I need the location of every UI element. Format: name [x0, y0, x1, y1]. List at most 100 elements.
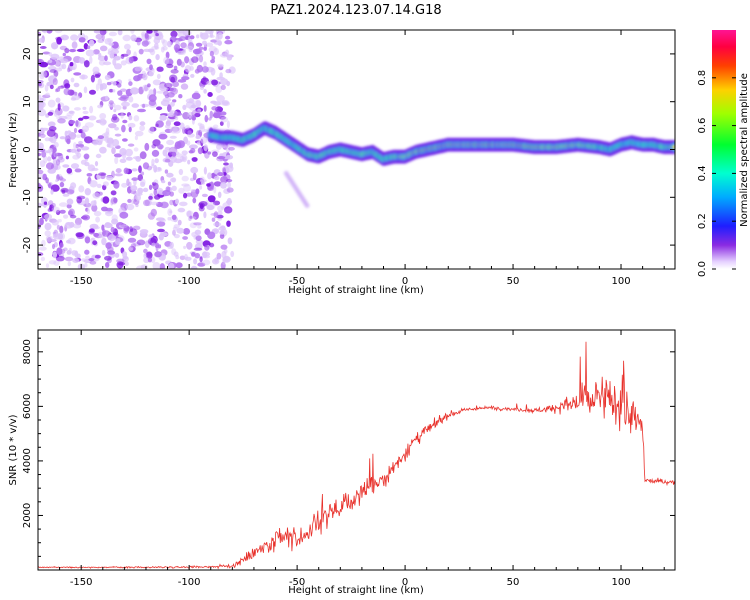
noise-blob: [128, 81, 133, 86]
noise-blob: [230, 250, 235, 258]
noise-blob: [74, 107, 81, 111]
noise-blob: [67, 67, 71, 73]
noise-blob: [211, 56, 216, 61]
noise-blob: [139, 121, 146, 126]
noise-blob: [104, 255, 112, 261]
noise-blob: [112, 89, 116, 93]
noise-blob: [224, 206, 233, 214]
noise-blob: [90, 237, 96, 241]
noise-blob: [50, 53, 60, 60]
noise-blob: [44, 213, 53, 220]
noise-blob: [90, 200, 97, 207]
noise-blob: [64, 115, 73, 120]
noise-blob: [48, 260, 57, 265]
noise-blob: [121, 53, 129, 57]
noise-blob: [141, 40, 149, 47]
noise-blob: [101, 249, 106, 256]
noise-blob: [153, 188, 158, 196]
noise-blob: [201, 66, 209, 73]
noise-blob: [83, 86, 88, 94]
noise-blob: [80, 146, 90, 151]
noise-blob: [81, 129, 87, 133]
noise-blob: [149, 126, 155, 134]
noise-blob: [115, 168, 122, 174]
noise-blob: [213, 47, 220, 56]
noise-blob: [112, 113, 118, 121]
noise-blob: [142, 162, 150, 170]
noise-blob: [199, 185, 203, 190]
noise-blob: [107, 250, 116, 255]
noise-blob: [127, 237, 137, 243]
noise-blob: [54, 112, 58, 117]
noise-blob: [172, 81, 180, 88]
noise-blob: [145, 251, 153, 260]
noise-blob: [187, 130, 192, 135]
noise-blob: [78, 37, 86, 43]
noise-blob: [151, 149, 160, 157]
noise-blob: [181, 156, 186, 161]
noise-blob: [50, 189, 54, 195]
noise-blob: [140, 178, 146, 186]
noise-blob: [184, 45, 194, 50]
noise-blob: [216, 252, 222, 260]
noise-blob: [84, 236, 91, 244]
noise-blob: [114, 173, 123, 177]
noise-blob: [52, 251, 57, 259]
noise-blob: [125, 156, 133, 161]
noise-blob: [84, 122, 94, 128]
noise-blob: [104, 136, 110, 143]
noise-blob: [134, 135, 138, 141]
noise-blob: [136, 265, 145, 269]
noise-blob: [158, 233, 164, 241]
noise-blob: [114, 133, 122, 137]
noise-blob: [179, 255, 186, 261]
noise-blob: [93, 232, 99, 237]
noise-blob: [95, 216, 100, 223]
noise-blob: [61, 189, 66, 194]
noise-blob: [99, 45, 108, 52]
noise-blob: [164, 169, 169, 174]
noise-blob: [54, 30, 63, 34]
noise-blob: [199, 256, 203, 263]
noise-blob: [224, 255, 230, 262]
noise-blob: [117, 261, 126, 266]
noise-blob: [95, 153, 102, 159]
noise-blob: [85, 255, 90, 260]
noise-blob: [39, 61, 49, 68]
noise-blob: [128, 181, 132, 188]
ridge-core: [672, 144, 675, 150]
noise-blob: [152, 262, 161, 269]
spectrogram-xlabel: Height of straight line (km): [288, 285, 424, 296]
noise-blob: [78, 144, 84, 148]
noise-blob: [98, 118, 103, 124]
noise-blob: [71, 135, 76, 140]
noise-blob: [195, 235, 202, 242]
spectrogram-xtick-label: -150: [70, 276, 93, 287]
noise-blob: [226, 197, 232, 206]
noise-blob: [184, 253, 188, 261]
noise-blob: [120, 112, 124, 119]
noise-blob: [122, 138, 128, 142]
noise-blob: [171, 214, 177, 220]
noise-blob: [131, 168, 138, 172]
noise-blob: [181, 183, 190, 187]
noise-blob: [117, 30, 123, 36]
noise-blob: [72, 258, 80, 263]
noise-blob: [160, 46, 165, 53]
noise-blob: [104, 74, 111, 81]
noise-blob: [42, 30, 48, 34]
snr-ytick-label: 8000: [22, 339, 33, 364]
noise-blob: [185, 210, 194, 218]
noise-blob: [44, 230, 51, 237]
noise-blob: [71, 41, 78, 49]
noise-blob: [184, 56, 190, 64]
noise-blob: [117, 90, 123, 96]
noise-blob: [129, 228, 138, 236]
colorbar-tick-label: 0.4: [697, 165, 708, 181]
noise-blob: [125, 148, 133, 157]
noise-blob: [198, 201, 208, 207]
noise-blob: [207, 195, 216, 203]
noise-blob: [204, 114, 209, 123]
noise-blob: [52, 164, 61, 171]
